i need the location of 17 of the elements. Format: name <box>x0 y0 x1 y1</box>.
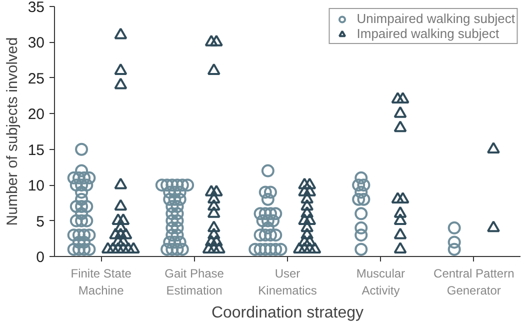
y-tick-label: 20 <box>28 106 45 124</box>
legend-label: Unimpaired walking subject <box>356 11 515 26</box>
x-tick-label: Central Pattern Generator <box>434 266 514 298</box>
legend-label: Impaired walking subject <box>356 26 500 41</box>
y-axis-title: Number of subjects involved <box>4 37 21 226</box>
y-tick-label: 25 <box>28 70 45 88</box>
y-tick-label: 5 <box>36 213 44 230</box>
x-tick-label: User Kinematics <box>258 266 317 298</box>
x-tick-label: Finite State Machine <box>70 266 132 298</box>
x-tick-label: Gait Phase Estimation <box>164 266 224 298</box>
y-tick-label: 0 <box>36 249 44 266</box>
y-tick-label: 15 <box>28 142 45 159</box>
y-tick-label: 30 <box>28 34 45 52</box>
y-tick-label: 35 <box>28 0 45 16</box>
y-tick-label: 10 <box>28 178 45 195</box>
x-axis-title: Coordination strategy <box>211 304 364 322</box>
x-tick-label: Muscular Activity <box>356 266 406 298</box>
